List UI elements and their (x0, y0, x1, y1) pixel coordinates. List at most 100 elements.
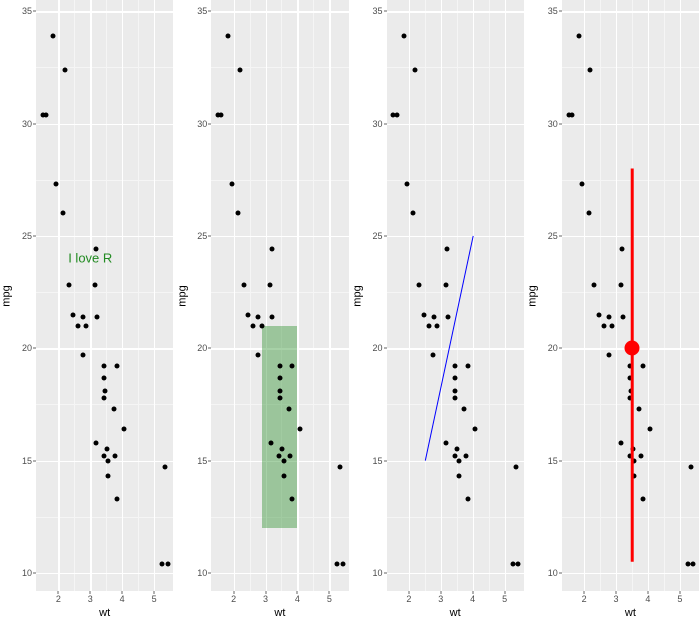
data-point (620, 314, 625, 319)
x-tick-label: 5 (327, 594, 332, 604)
data-point (421, 312, 426, 317)
x-tick-label: 4 (120, 594, 125, 604)
plot-area (211, 0, 348, 591)
data-point (510, 562, 515, 567)
data-point (688, 465, 693, 470)
plot-area (562, 0, 699, 591)
y-tick-label: 15 (22, 456, 32, 466)
x-tick-label: 5 (677, 594, 682, 604)
data-point (268, 283, 273, 288)
data-point (268, 440, 273, 445)
facet-panel-1: mpg101520253035I love R2345wt (0, 0, 173, 623)
x-tick-label: 2 (231, 594, 236, 604)
x-tick-label: 3 (438, 594, 443, 604)
data-point (84, 323, 89, 328)
facet-panel-3: mpg1015202530352345wt (351, 0, 524, 623)
data-point (277, 395, 282, 400)
data-point (54, 182, 59, 187)
data-point (81, 314, 86, 319)
data-point (259, 323, 264, 328)
data-point (391, 112, 396, 117)
y-tick-label: 35 (197, 6, 207, 16)
y-tick-label: 35 (22, 6, 32, 16)
data-point (71, 312, 76, 317)
data-point (102, 395, 107, 400)
x-tick-label: 2 (406, 594, 411, 604)
y-tick-label: 15 (548, 456, 558, 466)
data-point (456, 458, 461, 463)
data-point (76, 323, 81, 328)
y-tick-label: 30 (372, 119, 382, 129)
data-point (160, 562, 165, 567)
y-axis-title: mpg (0, 0, 14, 591)
y-axis-ticks: 101520253035 (14, 0, 36, 591)
data-point (290, 364, 295, 369)
data-point (452, 364, 457, 369)
data-point (452, 375, 457, 380)
y-axis-ticks: 101520253035 (540, 0, 562, 591)
y-tick-label: 20 (22, 343, 32, 353)
data-point (691, 562, 696, 567)
data-point (580, 182, 585, 187)
data-point (606, 353, 611, 358)
data-point (618, 283, 623, 288)
y-tick-label: 10 (197, 568, 207, 578)
data-point (290, 496, 295, 501)
data-point (241, 283, 246, 288)
data-point (620, 247, 625, 252)
data-point (426, 323, 431, 328)
data-point (453, 389, 458, 394)
data-point (115, 364, 120, 369)
data-point (62, 67, 67, 72)
data-point (95, 314, 100, 319)
data-point (463, 454, 468, 459)
data-point (411, 211, 416, 216)
data-point (281, 474, 286, 479)
y-tick-label: 30 (197, 119, 207, 129)
data-point (111, 406, 116, 411)
data-point (640, 364, 645, 369)
plot-area: I love R (36, 0, 173, 591)
data-point (286, 406, 291, 411)
y-tick-label: 20 (372, 343, 382, 353)
data-point (576, 33, 581, 38)
x-tick-label: 2 (56, 594, 61, 604)
data-point (628, 375, 633, 380)
text-annotation: I love R (68, 251, 112, 266)
segment-overlay (387, 0, 524, 591)
data-point (216, 112, 221, 117)
data-point (40, 112, 45, 117)
y-axis-title: mpg (526, 0, 540, 591)
data-point (226, 33, 231, 38)
data-point (444, 247, 449, 252)
segment-overlay (562, 0, 699, 591)
data-point (588, 67, 593, 72)
data-point (516, 562, 521, 567)
data-point (465, 364, 470, 369)
data-point (338, 465, 343, 470)
data-point (278, 389, 283, 394)
data-point (106, 474, 111, 479)
y-tick-label: 25 (548, 231, 558, 241)
x-axis-ticks: 2345 (36, 591, 173, 605)
y-tick-label: 30 (548, 119, 558, 129)
data-point (413, 67, 418, 72)
data-point (51, 33, 56, 38)
x-tick-label: 5 (152, 594, 157, 604)
data-point (256, 314, 261, 319)
data-point (628, 395, 633, 400)
data-point (102, 375, 107, 380)
data-point (601, 323, 606, 328)
x-axis-title: wt (562, 607, 699, 619)
y-tick-label: 35 (372, 6, 382, 16)
data-point (102, 389, 107, 394)
data-point (404, 182, 409, 187)
data-point (288, 454, 293, 459)
data-point (462, 406, 467, 411)
data-point (431, 353, 436, 358)
x-axis-ticks: 2345 (387, 591, 524, 605)
y-tick-label: 20 (548, 343, 558, 353)
y-axis-title: mpg (175, 0, 189, 591)
data-point (638, 454, 643, 459)
data-point (165, 562, 170, 567)
